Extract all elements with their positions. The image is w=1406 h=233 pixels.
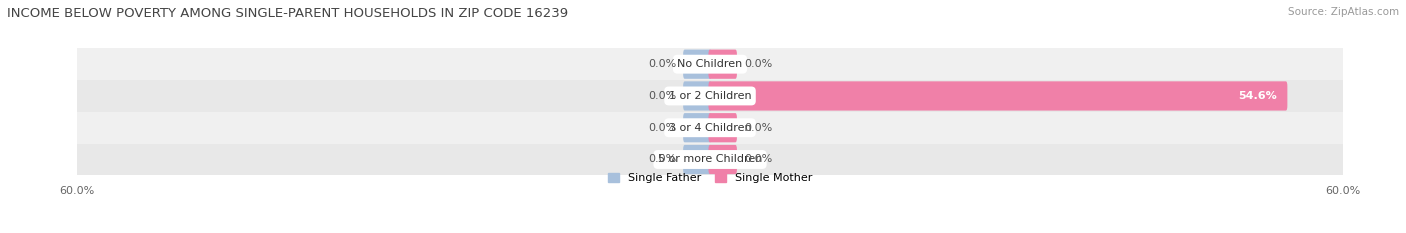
FancyBboxPatch shape bbox=[77, 144, 1343, 175]
FancyBboxPatch shape bbox=[683, 50, 711, 79]
Text: 0.0%: 0.0% bbox=[648, 123, 676, 133]
Text: 3 or 4 Children: 3 or 4 Children bbox=[669, 123, 751, 133]
FancyBboxPatch shape bbox=[709, 81, 1288, 111]
FancyBboxPatch shape bbox=[683, 145, 711, 174]
Text: 5 or more Children: 5 or more Children bbox=[658, 154, 762, 164]
Text: 0.0%: 0.0% bbox=[744, 59, 772, 69]
Text: 0.0%: 0.0% bbox=[648, 59, 676, 69]
FancyBboxPatch shape bbox=[709, 50, 737, 79]
FancyBboxPatch shape bbox=[77, 48, 1343, 80]
Legend: Single Father, Single Mother: Single Father, Single Mother bbox=[607, 173, 813, 183]
FancyBboxPatch shape bbox=[709, 113, 737, 142]
Text: 54.6%: 54.6% bbox=[1239, 91, 1278, 101]
FancyBboxPatch shape bbox=[683, 113, 711, 142]
FancyBboxPatch shape bbox=[77, 112, 1343, 144]
Text: No Children: No Children bbox=[678, 59, 742, 69]
Text: 0.0%: 0.0% bbox=[744, 123, 772, 133]
FancyBboxPatch shape bbox=[683, 81, 711, 111]
Text: 0.0%: 0.0% bbox=[648, 154, 676, 164]
Text: 1 or 2 Children: 1 or 2 Children bbox=[669, 91, 751, 101]
Text: Source: ZipAtlas.com: Source: ZipAtlas.com bbox=[1288, 7, 1399, 17]
Text: 0.0%: 0.0% bbox=[648, 91, 676, 101]
FancyBboxPatch shape bbox=[77, 80, 1343, 112]
Text: INCOME BELOW POVERTY AMONG SINGLE-PARENT HOUSEHOLDS IN ZIP CODE 16239: INCOME BELOW POVERTY AMONG SINGLE-PARENT… bbox=[7, 7, 568, 20]
FancyBboxPatch shape bbox=[709, 145, 737, 174]
Text: 0.0%: 0.0% bbox=[744, 154, 772, 164]
